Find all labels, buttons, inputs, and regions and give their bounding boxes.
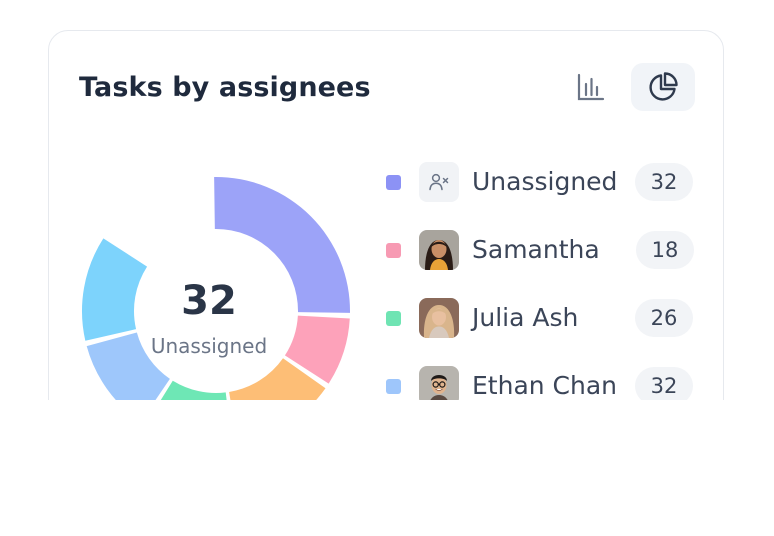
julia-ash-avatar	[419, 298, 459, 338]
legend-item-unassigned[interactable]: Unassigned 32	[386, 162, 696, 202]
bar-chart-view-button[interactable]	[559, 63, 623, 111]
legend-name: Samantha	[472, 235, 600, 264]
kathrine-avatar	[419, 434, 459, 474]
legend-item-kathrine[interactable]: Kathrine 20	[386, 434, 696, 474]
legend-swatch	[386, 447, 401, 462]
legend-count-badge: 32	[635, 163, 693, 201]
donut-center-label: Unassigned	[150, 334, 268, 358]
legend-count-badge: 18	[636, 231, 694, 269]
legend-item-samantha[interactable]: Samantha 18	[386, 230, 696, 270]
pie-chart-icon	[649, 72, 678, 101]
legend-swatch	[386, 243, 401, 258]
donut-chart	[82, 177, 351, 445]
legend-count-badge: 26	[635, 299, 693, 337]
legend-swatch	[386, 379, 401, 394]
legend-name: Unassigned	[472, 167, 618, 196]
legend-name: Kathrine	[472, 439, 578, 468]
bar-chart-icon	[577, 73, 605, 101]
samantha-avatar	[419, 230, 459, 270]
donut-slice-5[interactable]	[86, 332, 170, 422]
legend-swatch	[386, 175, 401, 190]
legend-swatch	[386, 311, 401, 326]
donut-slice-2[interactable]	[284, 315, 350, 384]
donut-slice-1[interactable]	[214, 177, 351, 313]
legend-count-badge: 32	[635, 367, 693, 405]
donut-slice-6[interactable]	[82, 238, 148, 341]
legend-item-ethan-chan[interactable]: Ethan Chan 32	[386, 366, 696, 406]
legend-name: Ethan Chan	[472, 371, 618, 400]
legend-count-badge: 20	[633, 435, 691, 473]
ethan-chan-avatar	[419, 366, 459, 406]
legend-name: Julia Ash	[472, 303, 579, 332]
card-title: Tasks by assignees	[79, 72, 371, 103]
unassigned-user-icon	[419, 162, 459, 202]
pie-chart-view-button[interactable]	[631, 63, 695, 111]
legend-item-julia-ash[interactable]: Julia Ash 26	[386, 298, 696, 338]
donut-center-value: 32	[181, 278, 237, 324]
